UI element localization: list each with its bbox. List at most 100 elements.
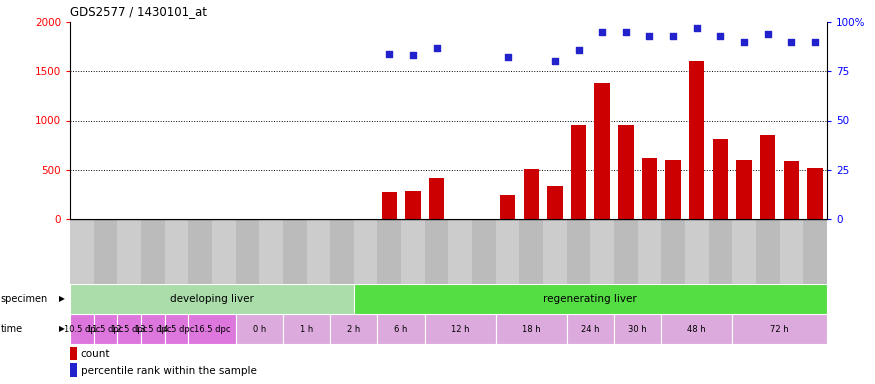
- Text: 13.5 dpc: 13.5 dpc: [135, 324, 171, 333]
- Bar: [784, 161, 799, 219]
- Bar: [500, 195, 515, 219]
- Bar: [713, 139, 728, 219]
- Bar: [662, 314, 732, 344]
- Bar: [283, 219, 306, 284]
- Text: 24 h: 24 h: [581, 324, 599, 333]
- Bar: [449, 219, 472, 284]
- Point: [737, 39, 751, 45]
- Point: [571, 46, 585, 53]
- Bar: [737, 160, 752, 219]
- Bar: [614, 314, 662, 344]
- Text: 10.5 dpc: 10.5 dpc: [64, 324, 100, 333]
- Text: 0 h: 0 h: [253, 324, 266, 333]
- Bar: [235, 314, 283, 344]
- Bar: [429, 178, 444, 219]
- Point: [784, 39, 798, 45]
- Bar: [164, 314, 188, 344]
- Text: 48 h: 48 h: [688, 324, 706, 333]
- Point: [500, 55, 514, 61]
- Bar: [641, 158, 657, 219]
- Bar: [70, 314, 94, 344]
- Text: 18 h: 18 h: [522, 324, 541, 333]
- Bar: [70, 284, 354, 314]
- Bar: [283, 314, 330, 344]
- Bar: [70, 363, 77, 377]
- Bar: [259, 219, 283, 284]
- Bar: [405, 191, 421, 219]
- Point: [666, 33, 680, 39]
- Text: specimen: specimen: [1, 294, 48, 304]
- Text: 12 h: 12 h: [451, 324, 470, 333]
- Text: ▶: ▶: [59, 324, 65, 333]
- Bar: [164, 219, 188, 284]
- Bar: [567, 219, 591, 284]
- Text: 16.5 dpc: 16.5 dpc: [193, 324, 230, 333]
- Bar: [94, 219, 117, 284]
- Bar: [760, 135, 775, 219]
- Bar: [547, 187, 563, 219]
- Point: [642, 33, 656, 39]
- Text: percentile rank within the sample: percentile rank within the sample: [80, 366, 256, 376]
- Bar: [358, 218, 374, 219]
- Point: [713, 33, 727, 39]
- Bar: [377, 314, 424, 344]
- Text: 6 h: 6 h: [395, 324, 408, 333]
- Bar: [401, 219, 424, 284]
- Text: ▶: ▶: [59, 295, 65, 303]
- Bar: [496, 219, 520, 284]
- Text: regenerating liver: regenerating liver: [543, 294, 637, 304]
- Bar: [780, 219, 803, 284]
- Bar: [212, 219, 235, 284]
- Bar: [570, 126, 586, 219]
- Bar: [638, 219, 662, 284]
- Bar: [424, 314, 496, 344]
- Bar: [473, 219, 496, 284]
- Bar: [662, 219, 685, 284]
- Bar: [666, 160, 681, 219]
- Bar: [330, 219, 354, 284]
- Bar: [591, 219, 614, 284]
- Point: [382, 50, 396, 56]
- Bar: [330, 314, 377, 344]
- Text: GDS2577 / 1430101_at: GDS2577 / 1430101_at: [70, 5, 207, 18]
- Bar: [808, 168, 822, 219]
- Text: count: count: [80, 349, 110, 359]
- Bar: [523, 169, 539, 219]
- Point: [619, 29, 633, 35]
- Text: 14.5 dpc: 14.5 dpc: [158, 324, 194, 333]
- Bar: [354, 219, 377, 284]
- Bar: [141, 314, 164, 344]
- Point: [690, 25, 704, 31]
- Point: [760, 31, 774, 37]
- Bar: [709, 219, 732, 284]
- Point: [595, 29, 609, 35]
- Text: 1 h: 1 h: [300, 324, 313, 333]
- Bar: [685, 219, 709, 284]
- Bar: [690, 61, 704, 219]
- Bar: [803, 219, 827, 284]
- Point: [808, 39, 822, 45]
- Bar: [732, 219, 756, 284]
- Bar: [496, 314, 567, 344]
- Text: 12.5 dpc: 12.5 dpc: [111, 324, 147, 333]
- Bar: [188, 314, 235, 344]
- Bar: [235, 219, 259, 284]
- Bar: [70, 346, 77, 360]
- Bar: [543, 219, 567, 284]
- Point: [430, 45, 444, 51]
- Bar: [732, 314, 827, 344]
- Bar: [614, 219, 638, 284]
- Bar: [594, 83, 610, 219]
- Bar: [117, 219, 141, 284]
- Text: 72 h: 72 h: [770, 324, 789, 333]
- Point: [406, 53, 420, 59]
- Text: 11.5 dpc: 11.5 dpc: [88, 324, 123, 333]
- Bar: [94, 314, 117, 344]
- Bar: [567, 314, 614, 344]
- Bar: [141, 219, 164, 284]
- Text: 30 h: 30 h: [628, 324, 647, 333]
- Bar: [424, 219, 449, 284]
- Text: time: time: [1, 324, 23, 334]
- Bar: [756, 219, 780, 284]
- Bar: [520, 219, 543, 284]
